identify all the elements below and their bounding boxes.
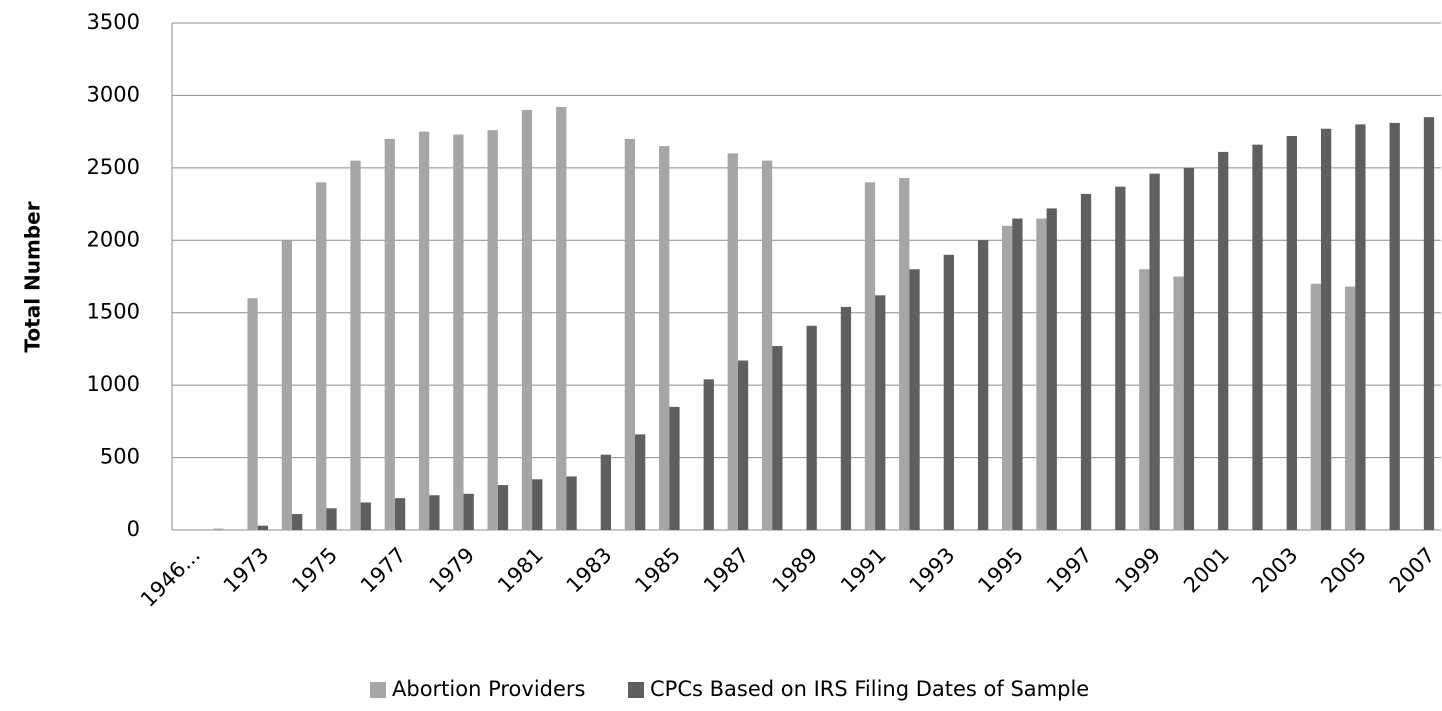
bar — [772, 346, 783, 530]
x-tick-label: 1985 — [630, 543, 685, 598]
x-tick-label: 2005 — [1316, 543, 1371, 598]
y-tick-label: 1500 — [87, 300, 140, 324]
bar — [463, 493, 474, 530]
bar — [497, 485, 509, 530]
x-tick-label: 1987 — [699, 543, 754, 598]
bar — [1423, 117, 1435, 531]
bar — [247, 298, 258, 530]
bar — [635, 434, 646, 530]
x-tick-label: 1981 — [493, 543, 548, 598]
x-tick-label: 1995 — [973, 543, 1028, 598]
bar — [864, 182, 876, 531]
bar — [703, 379, 714, 530]
bar — [1218, 151, 1229, 530]
x-tick-label: 2007 — [1385, 543, 1440, 598]
bar — [326, 508, 337, 530]
bar — [418, 131, 430, 530]
bar — [1286, 135, 1297, 530]
x-tick-label: 2001 — [1179, 543, 1234, 598]
x-tick-label: 1999 — [1110, 543, 1165, 598]
bar — [1252, 144, 1263, 530]
bar — [875, 295, 886, 530]
x-tick-label: 1975 — [287, 543, 342, 598]
bar — [1173, 276, 1184, 530]
bar — [394, 498, 406, 530]
x-tick-label: 1991 — [836, 543, 891, 598]
y-tick-label: 2500 — [87, 155, 140, 179]
bar — [977, 240, 989, 531]
bar — [1389, 122, 1400, 531]
bar — [487, 130, 498, 531]
bar — [737, 360, 749, 530]
bar — [727, 153, 738, 530]
bar — [624, 138, 636, 530]
bar — [1001, 225, 1013, 531]
x-tick-label: 1946... — [136, 543, 205, 612]
bar — [384, 138, 395, 530]
bar — [1310, 283, 1321, 530]
x-tick-label: 1973 — [219, 543, 274, 598]
bar — [669, 406, 680, 530]
bar — [532, 479, 543, 530]
bar — [1080, 193, 1092, 530]
bar — [316, 182, 327, 531]
x-tick-label: 1989 — [768, 543, 823, 598]
bar — [840, 306, 852, 530]
x-tick-label: 1977 — [356, 543, 411, 598]
x-tick-label: 1979 — [425, 543, 480, 598]
x-tick-label: 1997 — [1042, 543, 1097, 598]
legend-swatch — [370, 682, 386, 698]
bar — [429, 495, 440, 530]
bar — [556, 107, 567, 530]
x-tick-label: 1993 — [905, 543, 960, 598]
legend-label: Abortion Providers — [392, 677, 585, 701]
y-tick-label: 0 — [127, 517, 140, 541]
bar — [1344, 286, 1356, 530]
bar — [566, 476, 577, 530]
bar — [659, 146, 670, 530]
bar — [1012, 218, 1023, 531]
bar — [1183, 167, 1195, 530]
bar — [292, 514, 303, 530]
bar — [281, 240, 293, 531]
bar — [1355, 124, 1366, 531]
legend-swatch — [628, 682, 644, 698]
bar — [1115, 186, 1126, 530]
bar — [1036, 218, 1047, 531]
y-tick-label: 1000 — [87, 372, 140, 396]
bar — [213, 528, 224, 530]
bar — [761, 160, 773, 530]
bar — [360, 502, 371, 530]
y-tick-label: 3500 — [87, 10, 140, 34]
y-tick-label: 2000 — [87, 227, 140, 251]
bar — [1046, 208, 1057, 530]
bar — [257, 525, 269, 530]
bar — [1149, 173, 1160, 530]
bar — [943, 254, 954, 530]
x-tick-label: 2003 — [1248, 543, 1303, 598]
bar — [1320, 128, 1332, 530]
y-axis-label: Total Number — [21, 201, 45, 352]
legend-label: CPCs Based on IRS Filing Dates of Sample — [650, 677, 1089, 701]
y-tick-label: 500 — [100, 445, 140, 469]
x-tick-label: 1983 — [562, 543, 617, 598]
bar — [909, 269, 920, 530]
bar — [350, 160, 361, 530]
bar — [600, 454, 612, 530]
bar — [1139, 269, 1150, 530]
bar — [453, 134, 464, 531]
bar — [521, 109, 533, 531]
bar — [899, 177, 910, 531]
bar — [806, 325, 817, 530]
y-tick-label: 3000 — [87, 82, 140, 106]
